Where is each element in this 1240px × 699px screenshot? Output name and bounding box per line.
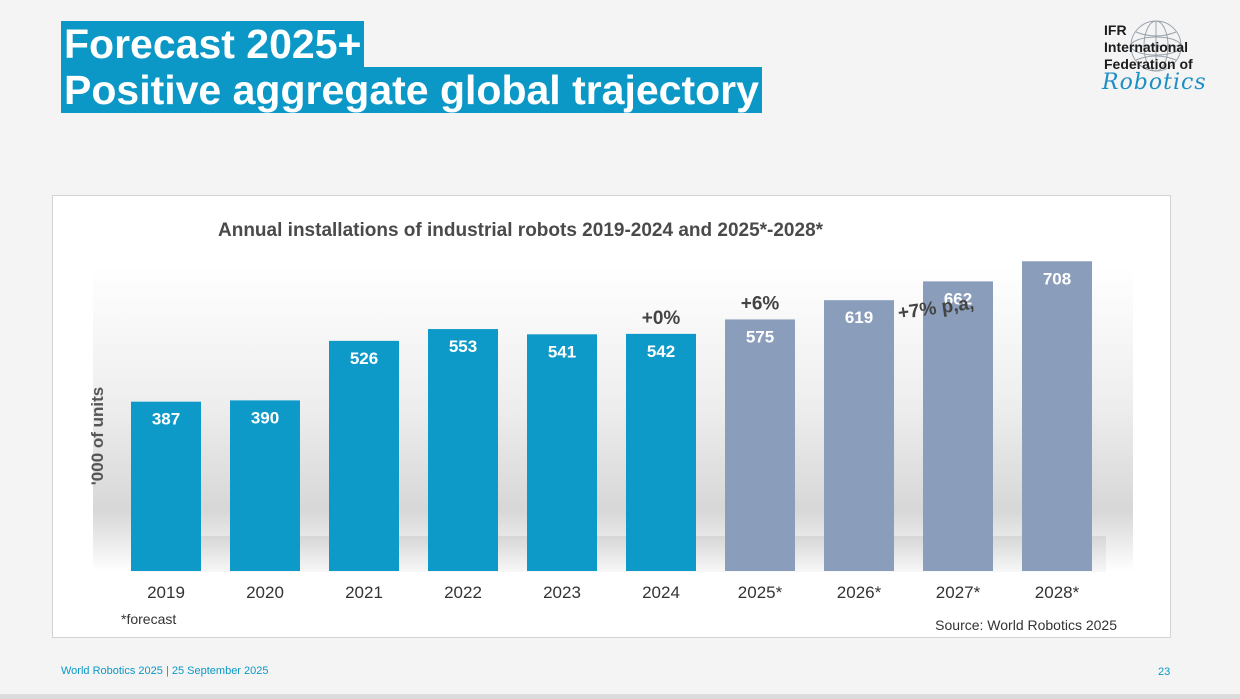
bar-2021 bbox=[329, 340, 399, 571]
bar-2020 bbox=[230, 400, 300, 571]
bar-2025 bbox=[725, 319, 795, 571]
bar-2019 bbox=[131, 401, 201, 571]
bar-2028 bbox=[1022, 261, 1092, 571]
data-label-2019: 387 bbox=[152, 410, 180, 429]
slide-title: Forecast 2025+ Positive aggregate global… bbox=[61, 21, 762, 113]
data-label-2022: 553 bbox=[449, 337, 477, 356]
data-label-2027: 662 bbox=[944, 289, 972, 308]
logo-line-federation: Federation of bbox=[1104, 56, 1193, 72]
logo-line-ifr: IFR bbox=[1104, 22, 1127, 38]
bottom-bar bbox=[0, 694, 1240, 699]
data-label-2026: 619 bbox=[845, 308, 873, 327]
bar-2026 bbox=[824, 300, 894, 571]
bar-2024 bbox=[626, 333, 696, 571]
bar-2023 bbox=[527, 334, 597, 571]
data-label-2024: 542 bbox=[647, 342, 675, 361]
data-label-2020: 390 bbox=[251, 408, 279, 427]
bar-chart: Annual installations of industrial robot… bbox=[88, 220, 1133, 633]
x-tick-label-2022: 2022 bbox=[444, 583, 482, 602]
x-tick-label-2020: 2020 bbox=[246, 583, 284, 602]
y-axis-label: '000 of units bbox=[88, 387, 107, 486]
chart-panel: Annual installations of industrial robot… bbox=[52, 195, 1171, 638]
slide-title-line1: Forecast 2025+ bbox=[61, 21, 365, 67]
x-tick-label-2019: 2019 bbox=[147, 583, 185, 602]
ifr-logo: IFR International Federation of Robotics bbox=[1100, 18, 1225, 98]
growth-annotation-2024: +0% bbox=[642, 308, 681, 329]
x-tick-label-2023: 2023 bbox=[543, 583, 581, 602]
x-tick-label-2026: 2026* bbox=[837, 583, 882, 602]
data-label-2028: 708 bbox=[1043, 269, 1071, 288]
page-number: 23 bbox=[1158, 666, 1171, 678]
x-tick-label-2025: 2025* bbox=[738, 583, 783, 602]
source-note: Source: World Robotics 2025 bbox=[935, 617, 1117, 633]
data-label-2021: 526 bbox=[350, 349, 378, 368]
x-tick-label-2024: 2024 bbox=[642, 583, 680, 602]
footnote-forecast: *forecast bbox=[121, 611, 176, 627]
data-label-2023: 541 bbox=[548, 342, 576, 361]
x-tick-label-2021: 2021 bbox=[345, 583, 383, 602]
logo-script-robotics: Robotics bbox=[1102, 70, 1207, 95]
slide-title-line2: Positive aggregate global trajectory bbox=[61, 67, 762, 113]
bar-2022 bbox=[428, 329, 498, 571]
logo-line-international: International bbox=[1104, 39, 1189, 55]
globe-icon bbox=[1130, 20, 1182, 72]
data-label-2025: 575 bbox=[746, 327, 774, 346]
growth-annotation-2025: +6% bbox=[741, 293, 780, 314]
x-tick-label-2028: 2028* bbox=[1035, 583, 1080, 602]
footer-text: World Robotics 2025 | 25 September 2025 bbox=[61, 665, 269, 677]
bar-2027 bbox=[923, 281, 993, 571]
chart-title: Annual installations of industrial robot… bbox=[218, 220, 824, 241]
x-tick-label-2027: 2027* bbox=[936, 583, 981, 602]
